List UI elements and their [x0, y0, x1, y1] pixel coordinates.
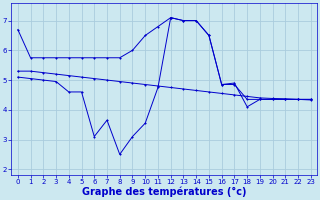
X-axis label: Graphe des températures (°c): Graphe des températures (°c) [82, 187, 247, 197]
